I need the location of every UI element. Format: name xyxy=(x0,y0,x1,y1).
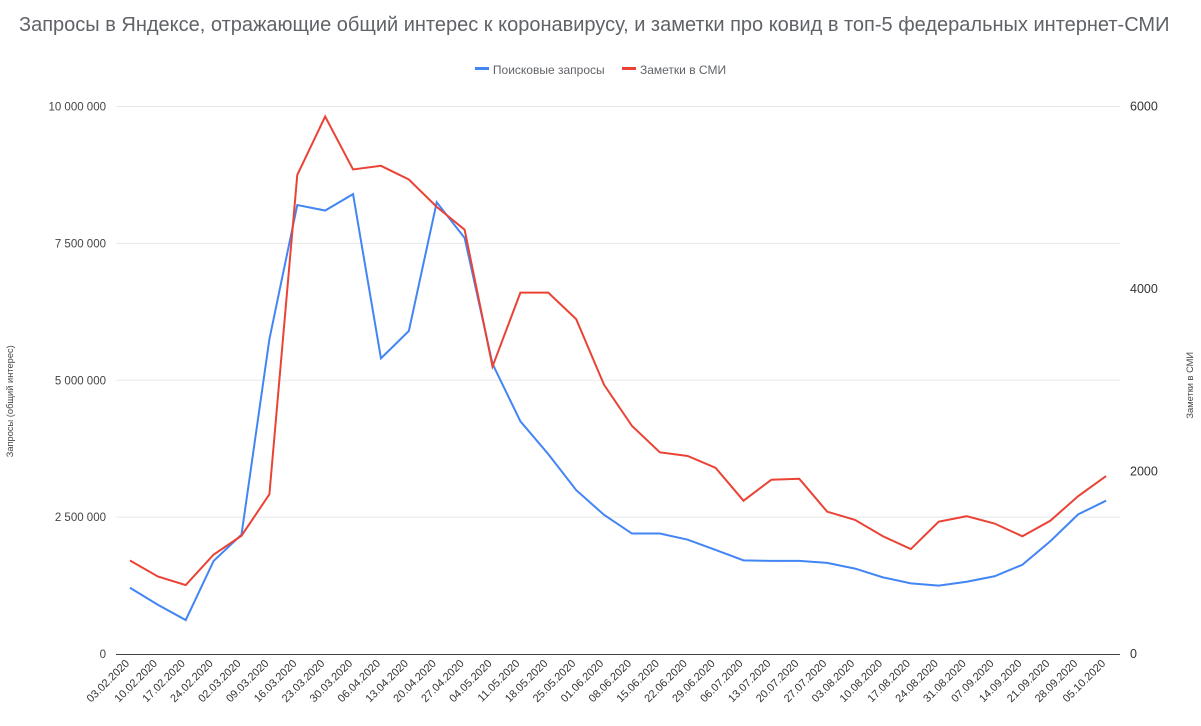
svg-text:Запросы (общий интерес): Запросы (общий интерес) xyxy=(5,345,15,457)
svg-text:4000: 4000 xyxy=(1130,282,1158,296)
svg-text:6000: 6000 xyxy=(1130,100,1158,114)
svg-text:2 500 000: 2 500 000 xyxy=(55,512,106,524)
svg-text:7 500 000: 7 500 000 xyxy=(55,238,106,250)
svg-text:0: 0 xyxy=(100,649,106,661)
svg-text:Заметки в СМИ: Заметки в СМИ xyxy=(1185,352,1195,419)
svg-text:5 000 000: 5 000 000 xyxy=(55,375,106,387)
svg-text:2000: 2000 xyxy=(1130,465,1158,479)
svg-text:10 000 000: 10 000 000 xyxy=(48,102,106,114)
svg-text:0: 0 xyxy=(1130,647,1137,661)
